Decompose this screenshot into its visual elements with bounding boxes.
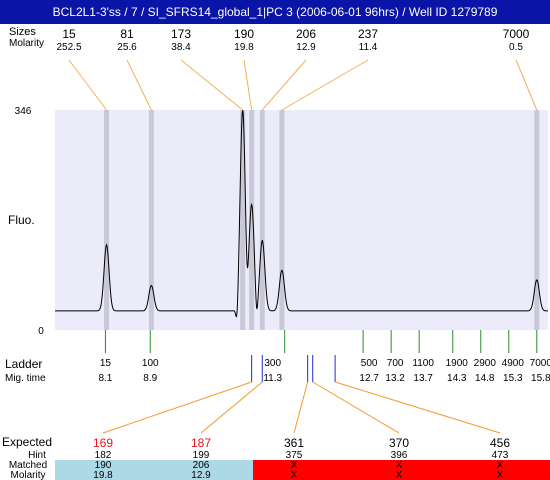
ladder-label: Ladder [5,357,42,371]
matched-molarity-value: 12.9 [191,470,211,480]
hint-row-header: Hint [28,450,46,461]
hint-value: 182 [95,450,112,461]
ladder-markers: 15 8.1 100 8.9 300 11.3 500 12.7 700 13.2 1100 13.7… [98,330,550,384]
peak-size-label: 190 [234,27,254,41]
peak-leader [281,59,369,111]
ladder-size-label: 4900 [502,358,525,369]
molarity-row-header: Molarity [9,38,44,49]
hint-value: 375 [286,450,303,461]
ladder-size-label: 100 [142,358,159,369]
expected-leader [334,381,501,434]
y-axis-label: Fluo. [8,213,35,227]
matched-molarity-value: 19.8 [93,470,113,480]
ladder-size-label: 700 [387,358,404,369]
peak-molarity-label: 12.9 [296,42,316,53]
peak-size-label: 237 [358,27,378,41]
matched-molarity-value: X [396,470,403,480]
sample-peak-ticks [251,355,336,382]
ladder-time-label: 8.9 [143,373,157,384]
ladder-time-label: 11.3 [263,373,282,384]
expected-leader [312,381,400,434]
peak-leader [243,59,253,111]
peak-size-label: 206 [296,27,316,41]
peak-size-label: 173 [171,27,191,41]
peak-leader [68,59,107,111]
peak-molarity-label: 0.5 [509,42,523,53]
molarity-row-header-bottom: Molarity [10,470,45,480]
peak-leader-lines [68,59,538,111]
matched-value: X [497,460,504,471]
chart-title: BCL2L1-3'ss / 7 / SI_SFRS14_global_1|PC … [0,0,550,24]
matched-value: X [396,460,403,471]
expected-leader [102,381,252,434]
peak-molarity-label: 252.5 [56,42,81,53]
peak-size-label: 15 [62,27,76,41]
hint-value: 396 [391,450,408,461]
plot-area [55,110,548,330]
ladder-time-label: 15.3 [503,373,523,384]
matched-molarity-value: X [497,470,504,480]
ladder-time-label: 13.2 [385,373,405,384]
matched-row-header: Matched [9,460,47,471]
peak-molarity-label: 38.4 [171,42,191,53]
hint-value: 199 [193,450,210,461]
matched-value: X [291,460,298,471]
ladder-time-label: 12.7 [359,373,379,384]
peak-bands [104,110,540,330]
peak-size-label: 81 [120,27,134,41]
peak-molarity-label: 25.6 [117,42,137,53]
peak-leader [261,59,307,111]
ladder-time-label: 14.8 [475,373,495,384]
expected-size: 370 [389,436,409,450]
peak-size-label: 7000 [503,27,530,41]
peak-molarity-label: 11.4 [359,42,378,53]
expected-row-header: Expected [2,435,52,449]
peak-band [104,110,110,330]
peak-leader [180,59,243,111]
expected-table: 16918219019.818719920612.9361375XX370396… [93,436,510,480]
matched-molarity-value: X [291,470,298,480]
y-tick-top: 346 [15,106,32,117]
ladder-time-label: 13.7 [413,373,433,384]
peak-band [259,110,265,330]
fluorescence-trace [55,110,548,318]
peak-molarity-label: 19.8 [234,42,254,53]
expected-size: 456 [490,436,510,450]
matched-cells-bg [55,460,253,480]
peak-leader [515,59,538,111]
unmatched-cells-bg [253,460,550,480]
matched-value: 190 [95,460,112,471]
size-row-header: Sizes [9,26,36,38]
peak-band [148,110,154,330]
peak-band [249,110,255,330]
ladder-size-label: 15 [100,358,112,369]
matched-value: 206 [193,460,210,471]
ladder-time-label: 8.1 [98,373,112,384]
ladder-size-label: 7000 [530,358,550,369]
expected-leader [293,381,309,434]
ladder-size-label: 2900 [474,358,497,369]
ladder-time-label: 14.3 [447,373,467,384]
ladder-size-label: 500 [361,358,378,369]
expected-size: 187 [191,436,211,450]
expected-leader-lines [102,381,501,434]
ladder-size-label: 1900 [446,358,469,369]
peak-band [279,110,285,330]
ladder-time-label: 15.8 [531,373,550,384]
peak-band [240,110,246,330]
hint-value: 473 [492,450,509,461]
expected-leader [200,381,263,434]
peak-band [534,110,540,330]
expected-size: 169 [93,436,113,450]
expected-size: 361 [284,436,304,450]
ladder-size-label: 1100 [412,358,434,369]
peak-leader [126,59,152,111]
ladder-size-label: 300 [264,358,281,369]
mig-time-label: Mig. time [5,373,46,384]
y-tick-bottom: 0 [38,326,44,337]
